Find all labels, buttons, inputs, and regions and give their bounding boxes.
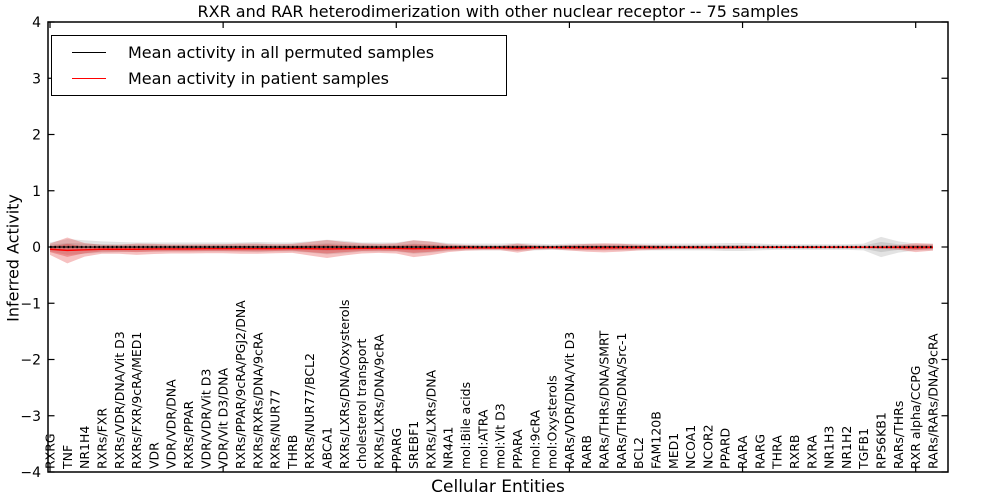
x-category-label: RXRs/LXRs/DNA bbox=[423, 369, 438, 469]
x-category-label: RXRs/NUR77 bbox=[268, 389, 283, 469]
x-category-label: RXRs/LXRs/DNA/9cRA bbox=[371, 334, 386, 469]
x-category-label: RARs/VDR/DNA/Vit D3 bbox=[562, 332, 577, 469]
y-tick-label: 3 bbox=[32, 71, 41, 87]
x-category-label: NCOA1 bbox=[683, 425, 698, 469]
x-category-label: RXRB bbox=[787, 434, 802, 469]
x-category-label: RXRA bbox=[804, 435, 819, 469]
x-category-label: THRB bbox=[285, 435, 300, 470]
legend: Mean activity in all permuted samples Me… bbox=[51, 35, 507, 96]
x-category-label: RARB bbox=[579, 435, 594, 469]
plot-border bbox=[47, 21, 949, 473]
x-category-label: VDR/Vit D3/DNA bbox=[216, 368, 231, 469]
legend-line-permuted-icon bbox=[72, 51, 106, 53]
x-category-label: NCOR2 bbox=[700, 424, 715, 469]
x-category-label: RXRs/PPAR bbox=[181, 401, 196, 469]
chart-title: RXR and RAR heterodimerization with othe… bbox=[197, 2, 799, 21]
x-category-label: TNF bbox=[60, 445, 75, 470]
x-category-label: PPARG bbox=[389, 428, 404, 469]
x-category-label: RXRs/FXR bbox=[94, 408, 109, 469]
x-category-label: BCL2 bbox=[631, 437, 646, 469]
legend-line-patient-icon bbox=[72, 78, 106, 80]
x-category-label: ABCA1 bbox=[320, 427, 335, 469]
y-tick-label: 2 bbox=[32, 128, 41, 144]
x-category-label: RXRs/NUR77/BCL2 bbox=[302, 353, 317, 469]
x-category-label: NR4A1 bbox=[441, 427, 456, 470]
x-category-label: RARs/RARs/DNA/9cRA bbox=[926, 333, 941, 469]
y-tick-label: −2 bbox=[20, 353, 41, 369]
x-category-label: PPARD bbox=[718, 428, 733, 469]
y-tick-label: 4 bbox=[32, 15, 41, 31]
x-category-label: mol:Bile acids bbox=[458, 382, 473, 469]
y-tick-label: 0 bbox=[32, 240, 41, 256]
x-category-label: SREBF1 bbox=[406, 421, 421, 469]
x-category-label: RARs/THRs/DNA/Src-1 bbox=[614, 333, 629, 469]
x-category-label: RARs/THRs/DNA/SMRT bbox=[597, 330, 612, 469]
x-category-label: NR1H4 bbox=[77, 426, 92, 469]
x-category-label: RARA bbox=[735, 435, 750, 469]
x-category-label: mol:9cRA bbox=[527, 409, 542, 469]
x-category-label: cholesterol transport bbox=[354, 338, 369, 469]
x-category-label: RARs/THRs bbox=[891, 401, 906, 469]
x-category-label: FAM120B bbox=[648, 411, 663, 469]
x-category-label: VDR/VDR/DNA bbox=[164, 379, 179, 469]
x-category-label: mol:ATRA bbox=[475, 409, 490, 469]
y-tick-label: −3 bbox=[20, 409, 41, 425]
x-category-label: RXRs/PPAR/9cRA/PGJ2/DNA bbox=[233, 300, 248, 469]
x-category-label: mol:Vit D3 bbox=[493, 403, 508, 469]
legend-label-permuted: Mean activity in all permuted samples bbox=[128, 42, 435, 62]
x-category-label: NR1H3 bbox=[822, 426, 837, 469]
y-tick-label: −1 bbox=[20, 296, 41, 312]
x-category-label: RXRs/FXR/9cRA/MED1 bbox=[129, 332, 144, 469]
x-category-label: RXR alpha/CCPG bbox=[908, 366, 923, 469]
x-category-label: RARG bbox=[752, 434, 767, 469]
x-category-label: RXRs/VDR/DNA/Vit D3 bbox=[112, 331, 127, 469]
x-category-label: THRA bbox=[770, 435, 785, 470]
x-category-label: VDR bbox=[146, 442, 161, 469]
x-category-label: PPARA bbox=[510, 429, 525, 469]
x-category-label: VDR/VDR/Vit D3 bbox=[198, 369, 213, 469]
y-tick-label: −4 bbox=[20, 465, 41, 481]
x-category-label: MED1 bbox=[666, 433, 681, 469]
y-tick-label: 1 bbox=[32, 184, 41, 200]
legend-label-patient: Mean activity in patient samples bbox=[128, 69, 389, 89]
legend-item-permuted: Mean activity in all permuted samples bbox=[52, 43, 506, 62]
x-category-label: TGFB1 bbox=[856, 428, 871, 470]
x-axis-label: Cellular Entities bbox=[431, 477, 565, 497]
x-category-label: RXRG bbox=[43, 433, 58, 469]
patient-samples-range-band bbox=[50, 237, 933, 264]
legend-item-patient: Mean activity in patient samples bbox=[52, 69, 506, 88]
x-category-label: RPS6KB1 bbox=[874, 412, 889, 469]
x-category-label: mol:Oxysterols bbox=[545, 375, 560, 469]
x-category-label: RXRs/RXRs/DNA/9cRA bbox=[250, 332, 265, 469]
x-category-label: NR1H2 bbox=[839, 426, 854, 469]
x-category-label: RXRs/LXRs/DNA/Oxysterols bbox=[337, 299, 352, 469]
